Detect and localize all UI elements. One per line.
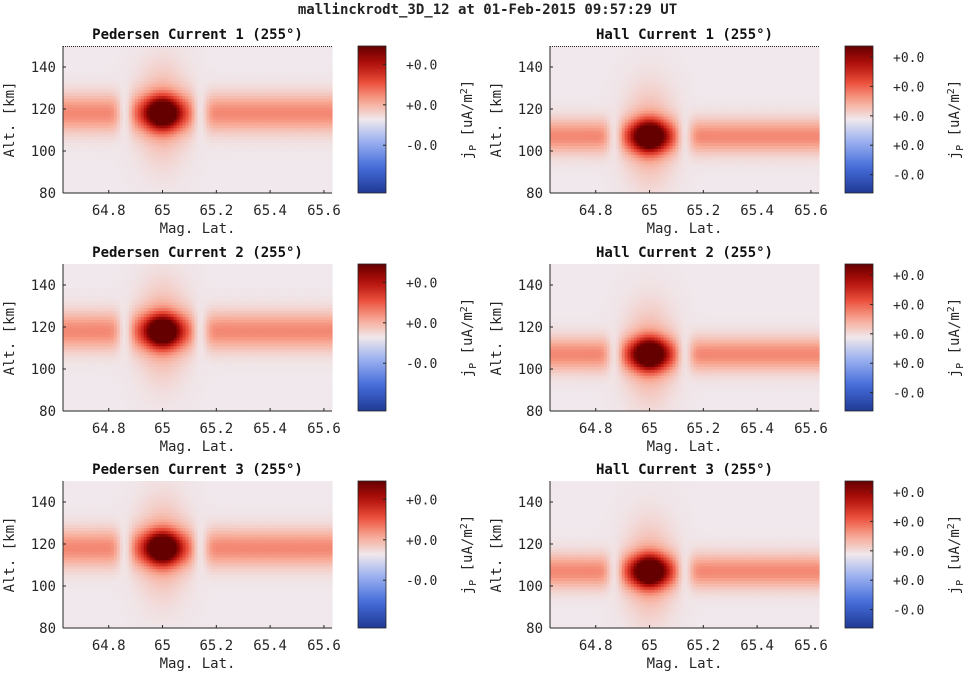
heatmap-cells: [63, 46, 333, 194]
figure-canvas: 64.8 65 65.2 65.4 65.680100120140Mag. Lat.Al…: [0, 0, 975, 675]
